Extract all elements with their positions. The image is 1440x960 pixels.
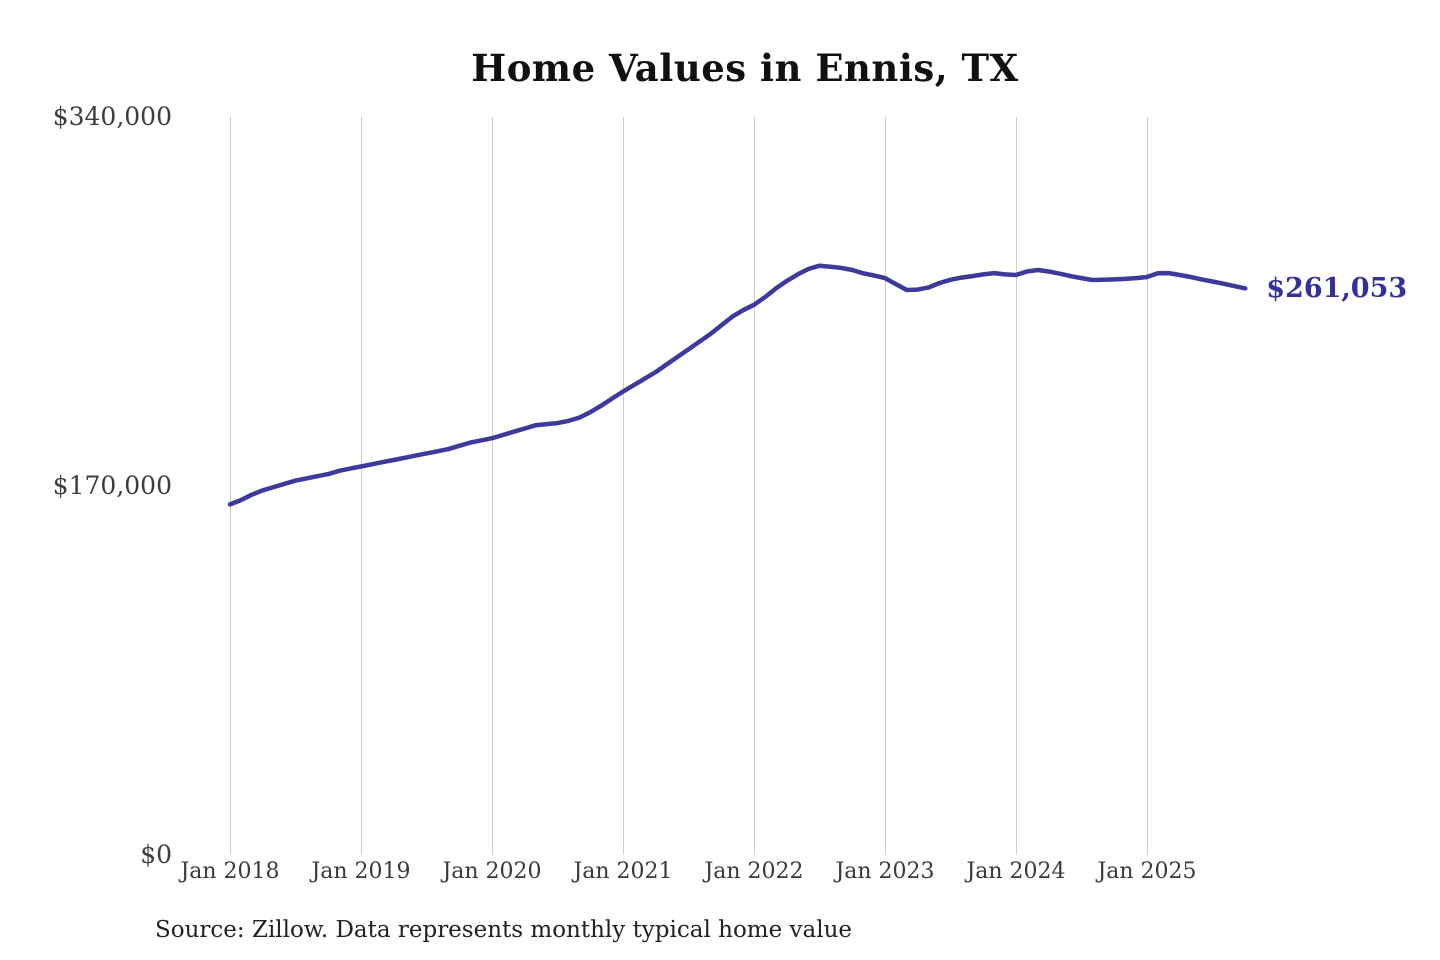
x-tick-label: Jan 2019 bbox=[311, 859, 411, 884]
gridline-jan-2025 bbox=[1147, 117, 1148, 855]
gridline-jan-2019 bbox=[361, 117, 362, 855]
gridline-jan-2018 bbox=[230, 117, 231, 855]
gridline-jan-2024 bbox=[1016, 117, 1017, 855]
y-tick-label: $0 bbox=[140, 840, 172, 869]
gridline-jan-2020 bbox=[492, 117, 493, 855]
y-tick-label: $340,000 bbox=[52, 102, 172, 131]
home-value-line-series bbox=[227, 263, 1248, 507]
chart-title: Home Values in Ennis, TX bbox=[471, 46, 1019, 90]
x-tick-label: Jan 2020 bbox=[442, 859, 542, 884]
x-tick-label: Jan 2021 bbox=[573, 859, 673, 884]
x-tick-label: Jan 2024 bbox=[966, 859, 1066, 884]
x-tick-label: Jan 2022 bbox=[704, 859, 804, 884]
x-tick-label: Jan 2023 bbox=[835, 859, 935, 884]
x-tick-label: Jan 2018 bbox=[180, 859, 280, 884]
x-tick-label: Jan 2025 bbox=[1097, 859, 1197, 884]
gridline-jan-2021 bbox=[623, 117, 624, 855]
gridline-jan-2022 bbox=[754, 117, 755, 855]
source-note: Source: Zillow. Data represents monthly … bbox=[155, 917, 853, 943]
gridline-jan-2023 bbox=[885, 117, 886, 855]
current-value-label: $261,053 bbox=[1266, 273, 1408, 305]
y-tick-label: $170,000 bbox=[52, 471, 172, 500]
